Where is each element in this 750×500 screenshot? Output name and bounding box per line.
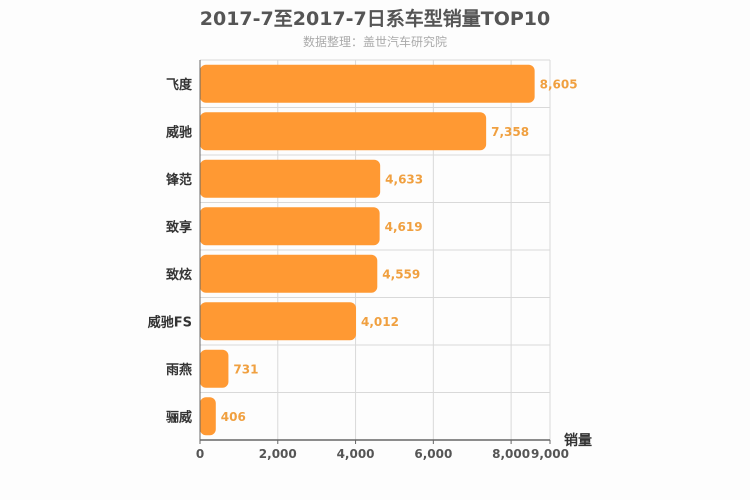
category-label: 锋范 [166, 172, 192, 188]
category-label: 雨燕 [166, 362, 192, 378]
bar-value-label: 4,619 [385, 220, 423, 234]
bar [200, 349, 229, 388]
bar [200, 302, 357, 341]
bar-value-label: 8,605 [540, 77, 578, 91]
category-label: 致炫 [166, 267, 192, 283]
bar [200, 159, 381, 198]
bar-value-label: 4,633 [385, 172, 423, 186]
x-tick-label: 9,000 [531, 447, 569, 461]
chart-subtitle: 数据整理：盖世汽车研究院 [302, 35, 447, 49]
x-tick-label: 4,000 [337, 447, 375, 461]
category-label: 飞度 [166, 77, 193, 93]
bar [200, 397, 216, 436]
bar-value-label: 406 [221, 410, 246, 424]
bar-value-label: 4,012 [361, 315, 399, 329]
bar [200, 254, 378, 293]
bar-value-label: 4,559 [382, 267, 420, 281]
x-tick-label: 8,000 [492, 447, 530, 461]
bar-value-label: 731 [233, 362, 258, 376]
bar-value-label: 7,358 [491, 125, 529, 139]
chart-title: 2017-7至2017-7日系车型销量TOP10 [199, 8, 551, 30]
x-axis-title: 销量 [564, 432, 592, 449]
bar [200, 64, 535, 103]
category-label: 致享 [166, 219, 192, 235]
category-label: 威驰FS [148, 314, 192, 330]
category-label: 威驰 [166, 124, 192, 140]
category-label: 骊威 [166, 409, 192, 425]
bar [200, 207, 380, 246]
x-tick-label: 2,000 [259, 447, 297, 461]
x-tick-label: 6,000 [414, 447, 452, 461]
bar [200, 112, 487, 151]
x-tick-label: 0 [196, 447, 204, 461]
bars: 8,605 7,358 4,633 4,619 4,559 4,012 731 406 [200, 64, 578, 436]
